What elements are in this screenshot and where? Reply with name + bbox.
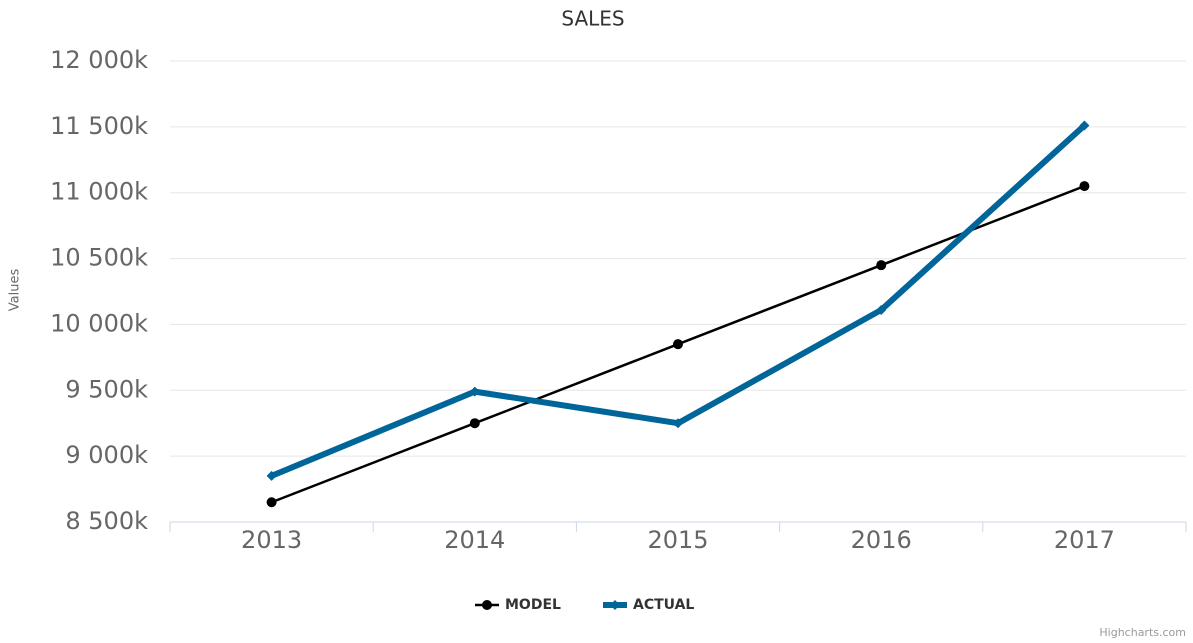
point-marker (673, 339, 683, 350)
legend-label: ACTUAL (633, 597, 694, 613)
x-tick-label: 2014 (444, 526, 505, 554)
point-marker (469, 418, 480, 429)
point-marker (673, 418, 683, 429)
y-tick-label: 10 500k (50, 244, 148, 272)
x-tick-label: 2015 (647, 526, 708, 554)
y-tick-label: 8 500k (65, 507, 148, 535)
point-marker (876, 260, 887, 271)
point-marker (610, 600, 620, 610)
legend-label: MODEL (505, 597, 561, 613)
y-tick-label: 11 000k (50, 178, 148, 206)
point-marker (469, 386, 480, 397)
point-marker (266, 497, 277, 508)
y-tick-label: 9 000k (65, 441, 148, 469)
x-tick-label: 2013 (241, 526, 302, 554)
x-tick-label: 2016 (851, 526, 912, 554)
x-tick-label: 2017 (1054, 526, 1115, 554)
y-tick-label: 12 000k (50, 46, 148, 74)
y-tick-label: 11 500k (50, 112, 148, 140)
point-marker (1079, 181, 1090, 192)
y-tick-label: 9 500k (65, 375, 148, 403)
point-marker (876, 304, 887, 315)
point-marker (1079, 120, 1090, 131)
y-tick-label: 10 000k (50, 309, 148, 337)
credits: Highcharts.com (1099, 626, 1186, 639)
point-marker (482, 600, 492, 610)
chart-title: SALES (561, 7, 624, 31)
point-marker (266, 470, 277, 481)
y-axis-label: Values (8, 269, 23, 312)
